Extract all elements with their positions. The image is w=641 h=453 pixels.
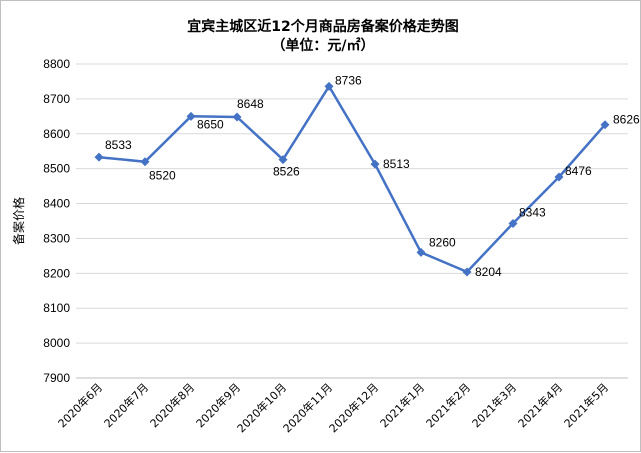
x-tick-label: 2020年8月 (147, 380, 197, 430)
data-point (140, 157, 150, 167)
data-label: 8648 (237, 97, 264, 111)
data-point (278, 155, 288, 165)
x-tick-label: 2020年9月 (193, 380, 243, 430)
y-tick-label: 8800 (43, 57, 70, 71)
data-point (554, 172, 564, 182)
x-tick-label: 2021年2月 (423, 380, 473, 430)
y-tick-label: 8300 (43, 231, 70, 245)
data-label: 8520 (149, 169, 176, 183)
x-tick-label: 2020年7月 (101, 380, 151, 430)
x-tick-label: 2021年4月 (515, 380, 565, 430)
y-tick-label: 7900 (43, 371, 70, 385)
data-point (370, 159, 380, 169)
data-label: 8626 (613, 113, 640, 127)
series-line (98, 85, 606, 274)
data-point (94, 152, 104, 162)
y-tick-label: 8100 (43, 301, 70, 315)
data-point (416, 247, 426, 257)
data-point (600, 120, 610, 130)
y-tick-label: 8700 (43, 92, 70, 106)
data-label: 8736 (335, 73, 362, 87)
y-axis-label: 备案价格 (11, 197, 26, 245)
data-point (186, 111, 196, 121)
data-label: 8260 (429, 235, 456, 249)
data-point (324, 81, 334, 91)
y-tick-label: 8400 (43, 197, 70, 211)
data-label: 8650 (197, 117, 224, 131)
x-tick-label: 2021年3月 (469, 380, 519, 430)
x-tick-labels: 2020年6月2020年7月2020年8月2020年9月2020年10月2020… (55, 380, 611, 435)
y-tick-label: 8600 (43, 127, 70, 141)
data-label: 8513 (383, 157, 410, 171)
data-label: 8476 (565, 164, 592, 178)
x-tick-label: 2021年1月 (377, 380, 427, 430)
data-point (462, 267, 472, 277)
y-tick-label: 8200 (43, 266, 70, 280)
series-markers (94, 81, 610, 277)
gridlines (76, 63, 628, 379)
y-tick-label: 8000 (43, 336, 70, 350)
x-tick-label: 2020年12月 (326, 380, 381, 435)
data-point (232, 112, 242, 122)
x-tick-label: 2021年5月 (561, 380, 611, 430)
chart-title: 宜宾主城区近12个月商品房备案价格走势图 (187, 18, 458, 35)
data-label: 8533 (105, 138, 132, 152)
y-tick-labels: 7900 8000 8100 8200 8300 8400 8500 8600 8700 8800 (43, 57, 70, 385)
data-label: 8343 (519, 205, 546, 219)
data-label: 8204 (475, 265, 502, 279)
x-tick-label: 2020年6月 (55, 380, 105, 430)
y-tick-label: 8500 (43, 162, 70, 176)
data-point (508, 218, 518, 228)
data-labels: 8533 8520 8650 8648 8526 8736 8513 8260 8204 8343… (105, 73, 640, 279)
chart-subtitle: （单位：元/㎡） (271, 37, 374, 54)
data-label: 8526 (273, 165, 300, 179)
